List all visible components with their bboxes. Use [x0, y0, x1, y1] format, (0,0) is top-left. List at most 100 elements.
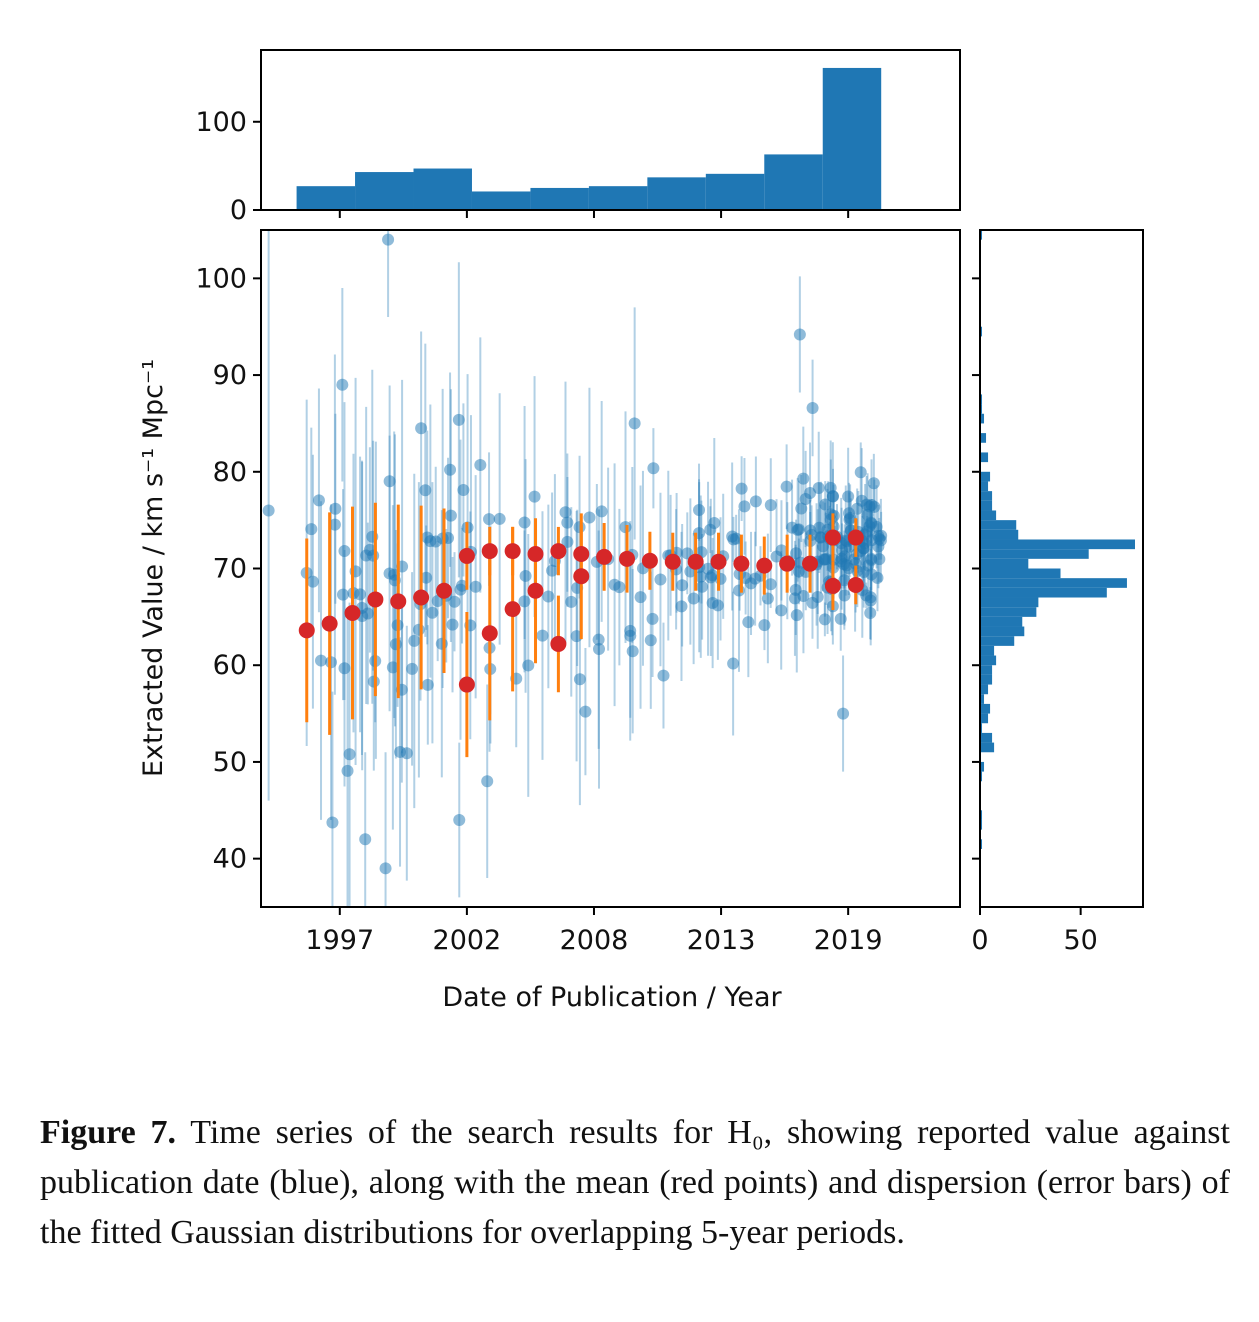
chart-svg: 1997 2002 2008 2013 2019 40 50 60 70 80 90 100 0 100 0…: [138, 49, 1144, 1013]
x-tick-label: 2002: [433, 925, 502, 956]
data-point: [837, 707, 850, 720]
data-point: [579, 705, 592, 718]
data-point: [626, 645, 639, 658]
right-hist-bar: [980, 742, 995, 753]
right-hist-bar: [980, 703, 991, 714]
data-point: [694, 570, 707, 583]
data-point: [702, 562, 715, 575]
right-hist-bar: [980, 645, 995, 656]
data-point: [546, 564, 559, 577]
data-point: [382, 233, 395, 246]
data-point: [838, 574, 851, 587]
right-hist-bar: [980, 597, 1039, 608]
y-tick-label: 60: [213, 650, 247, 681]
top-hist-bar: [588, 186, 648, 210]
mean-point: [847, 576, 864, 593]
right-hist-bar: [980, 452, 989, 463]
data-point: [341, 764, 354, 777]
data-point: [726, 530, 739, 543]
right-hist-bar: [980, 655, 997, 666]
right-hist-bar: [980, 810, 983, 820]
data-point: [361, 607, 374, 620]
axes-layer: 1997 2002 2008 2013 2019 40 50 60 70 80 90 100 0 100 0…: [195, 49, 1144, 956]
mean-point: [573, 568, 590, 585]
mean-point: [527, 582, 544, 599]
data-point: [336, 378, 349, 391]
data-point: [867, 477, 880, 490]
x-axis-label: Date of Publication / Year: [442, 982, 782, 1013]
data-point: [446, 618, 459, 631]
data-point: [379, 862, 392, 875]
data-point: [745, 577, 758, 590]
data-point: [565, 595, 578, 608]
right-hist-bar: [980, 616, 1023, 627]
data-point: [824, 513, 837, 526]
x-tick-label: 2019: [814, 925, 883, 956]
data-point: [704, 523, 717, 536]
mean-point: [687, 553, 704, 570]
data-point: [761, 592, 774, 605]
right-hist-bar: [980, 819, 983, 830]
data-point: [775, 604, 788, 617]
mean-point: [458, 676, 475, 693]
mean-point: [367, 591, 384, 608]
data-point: [613, 581, 626, 594]
top-hist-frame: [260, 49, 961, 211]
right-hist-bar: [980, 558, 1029, 569]
data-point: [735, 482, 748, 495]
mean-point: [641, 552, 658, 569]
data-point: [646, 612, 659, 625]
mean-point: [413, 589, 430, 606]
top-hist-y-tick-label: 100: [195, 107, 247, 138]
data-point: [624, 624, 637, 637]
data-point: [804, 486, 817, 499]
top-hist-bar: [822, 67, 882, 210]
right-hist-bar: [980, 520, 1017, 530]
mean-point: [550, 635, 567, 652]
top-hist-y-tick-label: 0: [230, 195, 247, 226]
data-point: [481, 775, 494, 788]
y-axis-label: Extracted Value / km s⁻¹ Mpc⁻¹: [138, 359, 169, 777]
mean-layer: [298, 502, 864, 758]
right-hist-bar: [980, 481, 989, 492]
data-point: [861, 525, 874, 538]
data-point: [647, 462, 660, 475]
right-hist-bar: [980, 578, 1127, 588]
data-point: [676, 579, 689, 592]
top-hist-bar: [413, 168, 472, 210]
mean-point: [504, 543, 521, 560]
right-hist-bar: [980, 732, 993, 743]
data-point: [854, 466, 867, 479]
right-hist-bar: [980, 230, 983, 240]
right-hist-bar: [980, 587, 1107, 598]
y-tick-label: 80: [213, 457, 247, 488]
caption-label: Figure 7.: [40, 1114, 177, 1151]
data-point: [354, 588, 367, 601]
data-point: [312, 494, 325, 507]
x-tick-label: 2008: [560, 925, 629, 956]
mean-point: [664, 553, 681, 570]
mean-point: [756, 557, 773, 574]
data-point: [727, 657, 740, 670]
top-hist-bar: [647, 177, 706, 210]
data-point: [749, 495, 762, 508]
data-point: [595, 505, 608, 518]
mean-point: [619, 550, 636, 567]
top-hist-bar: [471, 191, 531, 210]
data-point: [693, 503, 706, 516]
mean-point: [824, 529, 841, 546]
data-point: [654, 573, 667, 586]
data-point: [790, 547, 803, 560]
data-point: [812, 481, 825, 494]
data-point: [795, 502, 808, 515]
data-point: [359, 833, 372, 846]
right-hist-bar: [980, 413, 985, 424]
right-hist-bar: [980, 568, 1061, 579]
right-hist-bar: [980, 761, 985, 772]
data-point: [764, 578, 777, 591]
data-point: [452, 413, 465, 426]
y-tick-label: 70: [213, 554, 247, 585]
right-hist-x-tick-label: 0: [971, 925, 988, 956]
data-point: [408, 634, 421, 647]
data-point: [657, 669, 670, 682]
